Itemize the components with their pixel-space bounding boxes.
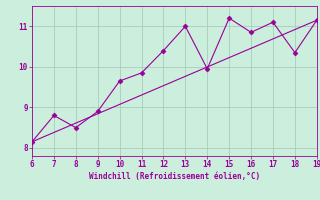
X-axis label: Windchill (Refroidissement éolien,°C): Windchill (Refroidissement éolien,°C) (89, 172, 260, 181)
